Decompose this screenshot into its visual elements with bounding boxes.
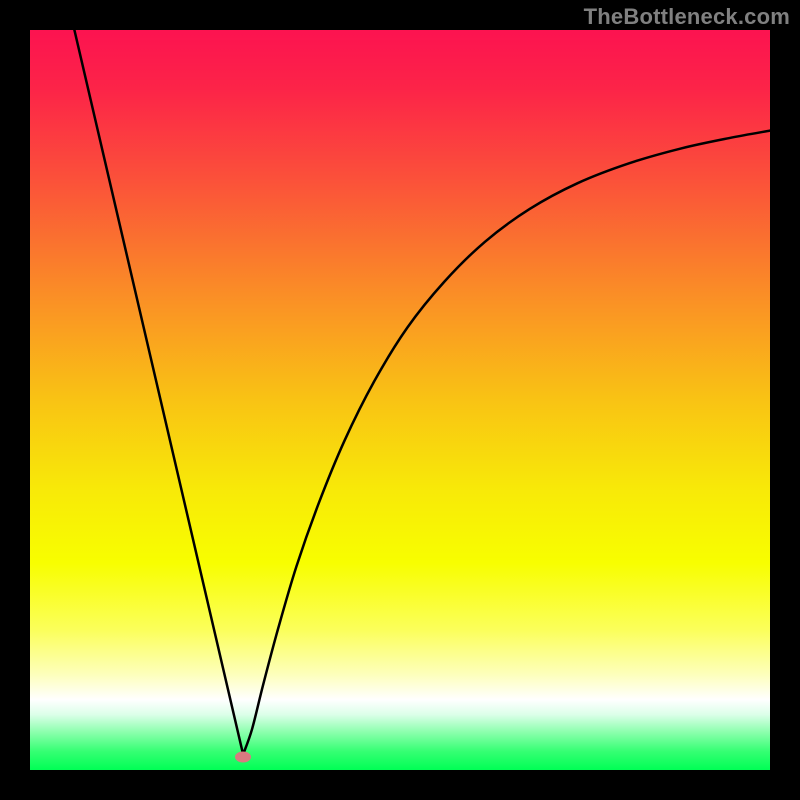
optimal-point-marker	[235, 752, 251, 763]
bottleneck-curve	[30, 30, 770, 770]
watermark-text: TheBottleneck.com	[584, 4, 790, 30]
chart-container: TheBottleneck.com	[0, 0, 800, 800]
plot-area	[30, 30, 770, 770]
